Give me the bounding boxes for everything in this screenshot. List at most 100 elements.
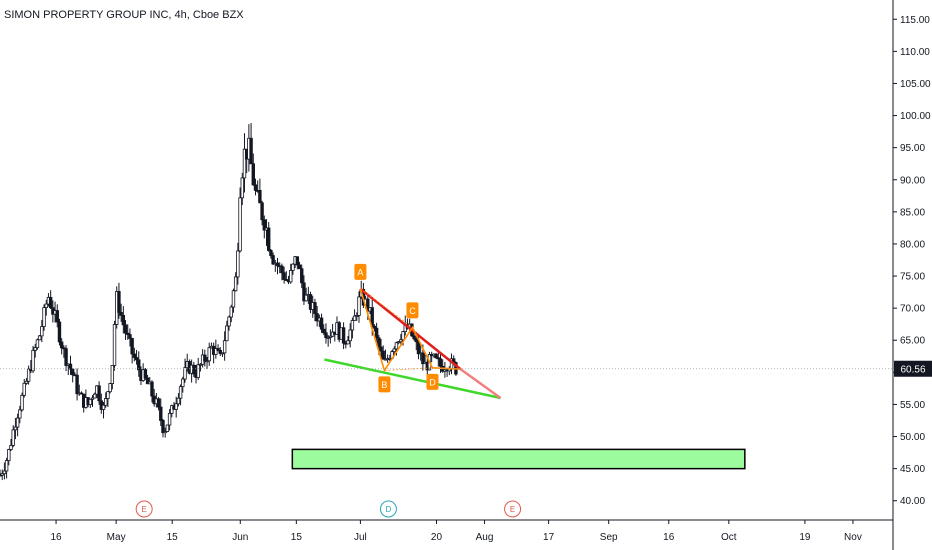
candle-body (174, 403, 178, 410)
candle-body (350, 320, 355, 331)
candle-body (300, 268, 304, 284)
candle-body (302, 282, 306, 302)
upper-trendline-extension[interactable] (459, 368, 502, 400)
price-tick-label: 110.00 (900, 47, 930, 58)
candle-body (64, 348, 68, 366)
price-tick-label: 75.00 (900, 272, 925, 283)
candle-body (40, 326, 44, 337)
candle-body (372, 325, 377, 329)
candle-body (319, 317, 324, 330)
candle-body (7, 449, 11, 461)
pattern-point-c-marker[interactable] (406, 302, 419, 319)
candle-body (374, 327, 379, 339)
candle-body (97, 385, 101, 402)
candle-body (130, 338, 134, 355)
pattern-point-b-marker[interactable] (378, 376, 391, 393)
candle-body (214, 348, 218, 355)
candle-body (31, 349, 35, 372)
candle-body (178, 386, 183, 399)
time-tick-label: 15 (291, 532, 303, 543)
candle-body (24, 380, 29, 384)
dividend-event-marker[interactable] (379, 500, 397, 518)
candle-body (322, 328, 326, 334)
price-tick-label: 80.00 (900, 239, 925, 250)
price-tick-label: 95.00 (900, 143, 925, 154)
candle-body (229, 306, 233, 318)
candle-body (282, 272, 286, 280)
candle-body (33, 347, 37, 351)
candle-body (163, 431, 167, 434)
time-tick-label: Jun (232, 532, 248, 543)
candle-body (251, 163, 255, 186)
price-axis[interactable]: 115.00 110.00 105.00 100.00 95.00 90.00 85.00 8… (892, 0, 932, 550)
candle-body (341, 327, 346, 344)
time-tick-label: Nov (844, 532, 862, 543)
time-axis[interactable]: 16 May 15 Jun 15 Jul 20 Aug 17 Sep 16 Oct 19 Nov (0, 519, 893, 543)
candle-body (412, 335, 416, 340)
candle-body (167, 413, 172, 426)
upper-trendline[interactable] (359, 287, 462, 371)
candle-body (233, 276, 238, 292)
earnings-event-label: E (141, 505, 146, 514)
candle-body (218, 349, 222, 354)
candle-body (313, 302, 317, 315)
drawings-group: A B C D (0, 263, 893, 470)
candle-body (392, 348, 396, 352)
candle-body (366, 298, 370, 312)
candle-body (112, 324, 117, 366)
pattern-point-b-label: B (381, 380, 387, 390)
price-tick-label: 85.00 (900, 207, 925, 218)
candle-body (308, 294, 313, 310)
candle-body (106, 391, 110, 399)
candle-body (198, 363, 203, 366)
candle-body (11, 429, 15, 446)
candle-body (121, 314, 126, 326)
candle-body (249, 137, 253, 165)
candle-body (35, 339, 40, 349)
candle-body (4, 460, 9, 472)
candle-body (231, 290, 236, 308)
candle-body (13, 426, 18, 431)
candle-body (326, 336, 330, 339)
candle-body (132, 353, 137, 358)
candle-body (145, 377, 150, 385)
candle-body (401, 331, 405, 341)
candle-body (225, 325, 229, 342)
candle-body (117, 291, 121, 313)
current-price-tag[interactable] (894, 360, 932, 377)
earnings-event-marker[interactable] (504, 500, 522, 518)
pattern-point-a-marker[interactable] (354, 263, 367, 280)
candle-body (381, 350, 385, 360)
candle-body (416, 341, 421, 355)
price-tick-label: 50.00 (900, 432, 925, 443)
price-tick-label: 105.00 (900, 79, 931, 90)
candle-body (203, 354, 207, 362)
price-tick-label: 100.00 (900, 111, 931, 122)
time-tick-label: Aug (476, 532, 494, 543)
candle-body (104, 398, 108, 406)
candle-body (101, 404, 106, 410)
candle-body (18, 409, 22, 419)
candle-body (227, 316, 231, 327)
candle-body (159, 406, 163, 421)
candle-body (22, 382, 26, 396)
candle-body (352, 315, 357, 321)
time-tick-label: Oct (721, 532, 737, 543)
dividend-event-label: D (386, 505, 392, 514)
candle-body (79, 392, 84, 395)
candle-body (192, 364, 196, 375)
target-zone-box[interactable] (291, 448, 746, 470)
price-tick-label: 45.00 (900, 464, 925, 475)
earnings-event-marker[interactable] (135, 500, 153, 518)
candle-body (128, 334, 132, 339)
candle-body (2, 470, 7, 475)
candle-body (143, 369, 148, 379)
candle-body (438, 358, 443, 367)
candle-body (436, 357, 440, 360)
candle-body (207, 347, 211, 362)
pattern-point-d-marker[interactable] (426, 373, 439, 390)
lower-trendline[interactable] (324, 358, 501, 400)
pattern-point-a-label: A (357, 267, 363, 277)
candle-body (396, 341, 401, 344)
